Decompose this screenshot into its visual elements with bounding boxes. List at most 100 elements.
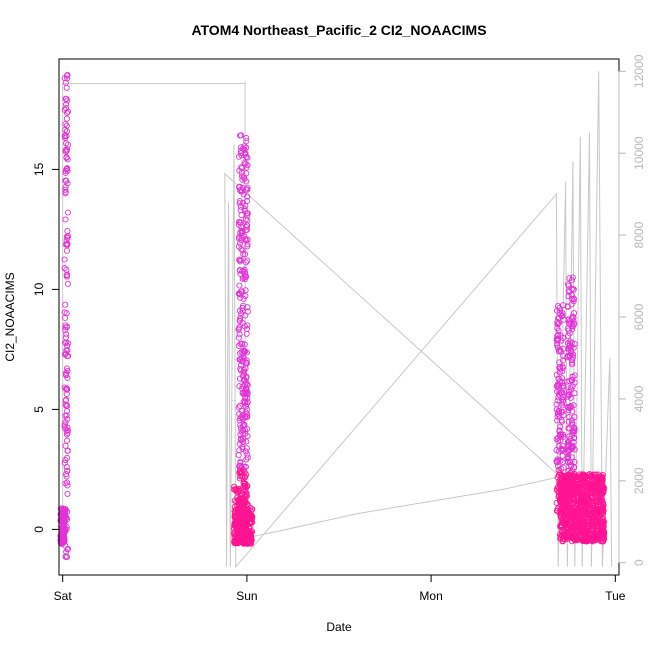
data-point	[240, 528, 247, 535]
data-point	[588, 473, 595, 480]
data-point	[590, 525, 597, 532]
data-point	[241, 522, 248, 529]
data-point	[247, 511, 254, 518]
data-point	[237, 473, 244, 480]
data-point	[601, 535, 608, 542]
data-point	[235, 404, 242, 411]
data-point	[239, 422, 247, 430]
data-point	[236, 198, 243, 205]
data-point	[600, 502, 607, 509]
data-point	[63, 365, 71, 372]
data-point	[244, 222, 251, 229]
data-point	[568, 277, 575, 284]
data-point	[64, 108, 72, 115]
data-point	[62, 350, 70, 357]
data-point	[555, 336, 562, 344]
data-point	[64, 97, 71, 104]
data-point	[557, 365, 564, 372]
plot-points	[57, 71, 608, 561]
data-point	[571, 310, 578, 317]
y-tick-label: 5	[32, 406, 46, 413]
data-point	[582, 472, 589, 479]
data-point	[59, 518, 66, 526]
data-point	[232, 539, 240, 547]
data-point	[566, 289, 573, 296]
data-point	[554, 456, 561, 463]
data-point	[559, 310, 566, 317]
y2-tick-label: 8000	[632, 221, 646, 248]
data-point	[580, 492, 587, 499]
data-point	[243, 400, 250, 407]
data-point	[239, 302, 247, 309]
data-point	[578, 522, 585, 529]
data-point	[63, 122, 70, 129]
data-point	[586, 481, 593, 488]
data-point	[64, 234, 71, 242]
data-point	[63, 140, 70, 147]
data-point	[576, 533, 583, 540]
data-point	[560, 352, 567, 359]
data-point	[571, 464, 578, 471]
data-point	[569, 373, 576, 380]
data-point	[244, 193, 251, 200]
data-point	[237, 240, 244, 247]
y2-tick-label: 6000	[632, 303, 646, 330]
plot-frame	[58, 58, 620, 576]
data-point	[593, 521, 600, 528]
data-point	[248, 519, 255, 526]
y-tick-label: 10	[32, 282, 46, 296]
data-point	[588, 492, 595, 499]
data-point	[567, 458, 574, 466]
data-point	[560, 412, 567, 419]
data-point	[560, 507, 567, 515]
data-point	[566, 404, 573, 412]
data-point	[566, 318, 573, 325]
data-point	[575, 508, 582, 515]
data-point	[244, 507, 251, 514]
data-point	[243, 170, 250, 177]
data-point	[244, 322, 251, 329]
data-point	[61, 459, 68, 466]
data-point	[62, 480, 69, 487]
data-point	[557, 514, 564, 521]
data-point	[557, 523, 564, 530]
data-point	[578, 503, 585, 511]
data-point	[64, 180, 71, 187]
data-point	[566, 344, 573, 351]
data-point	[555, 384, 563, 391]
x-tick-label: Mon	[419, 589, 442, 603]
data-point	[561, 512, 568, 519]
data-point	[235, 243, 242, 250]
data-point	[237, 435, 245, 442]
data-point	[238, 212, 245, 219]
secondary-series-line	[62, 71, 613, 569]
chart-title: ATOM4 Northeast_Pacific_2 CI2_NOAACIMS	[191, 22, 486, 38]
data-point	[62, 456, 69, 464]
data-point	[557, 498, 564, 505]
data-point	[243, 471, 250, 478]
data-point	[241, 159, 248, 166]
data-point	[569, 274, 576, 281]
data-point	[566, 378, 573, 385]
data-point	[62, 301, 69, 308]
data-point	[597, 490, 604, 497]
data-point	[64, 416, 71, 423]
data-point	[241, 266, 248, 273]
data-point	[556, 369, 563, 376]
data-point	[591, 493, 598, 500]
data-point	[556, 412, 563, 419]
y2-tick-label: 2000	[632, 467, 646, 494]
data-point	[241, 323, 248, 330]
data-point	[238, 428, 245, 435]
data-point	[554, 344, 561, 351]
data-point	[62, 120, 69, 128]
data-point	[62, 351, 69, 358]
data-point	[568, 538, 576, 545]
data-point	[62, 190, 69, 197]
data-point	[236, 282, 243, 289]
data-point	[236, 402, 243, 409]
data-point	[581, 535, 588, 543]
data-point	[584, 529, 591, 536]
data-point	[237, 258, 244, 265]
data-point	[235, 488, 243, 495]
